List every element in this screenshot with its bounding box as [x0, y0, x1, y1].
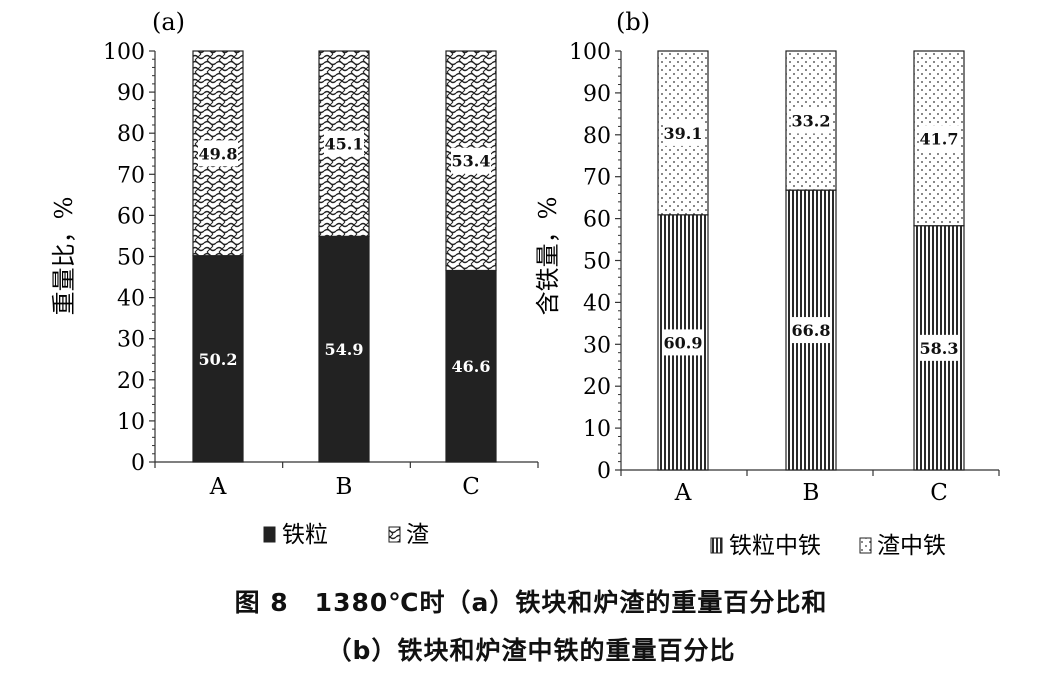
y-tick-label: 20: [583, 375, 611, 400]
y-tick-label: 100: [103, 40, 145, 65]
y-tick-label: 70: [117, 163, 145, 188]
data-label-box: [791, 107, 831, 134]
data-label-box: [663, 329, 703, 356]
data-label: 66.8: [792, 321, 831, 340]
y-tick-label: 60: [583, 208, 611, 233]
y-tick-label: 30: [583, 333, 611, 358]
data-label: 46.6: [452, 357, 491, 376]
y-tick-label: 50: [583, 250, 611, 275]
legend-label: 渣: [406, 522, 429, 548]
y-tick-label: 100: [569, 40, 611, 65]
data-label: 54.9: [325, 340, 364, 359]
y-tick-label: 70: [583, 166, 611, 191]
legend-swatch: [710, 537, 723, 554]
figure-caption-line-1: 图 8 1380℃时（a）铁块和炉渣的重量百分比和: [234, 588, 828, 617]
legend-swatch: [263, 526, 276, 543]
bar-C-铁粒: [445, 269, 497, 463]
panel-label: (a): [152, 8, 185, 36]
data-label-box: [919, 125, 959, 152]
data-label: 58.3: [920, 339, 959, 358]
y-axis-label: 重量比，%: [50, 197, 78, 316]
x-tick-label: A: [209, 474, 227, 500]
y-tick-label: 0: [131, 451, 145, 476]
legend-swatch: [859, 537, 872, 554]
y-tick-label: 80: [117, 122, 145, 147]
figure-caption-line-2: （b）铁块和炉渣中铁的重量百分比: [326, 636, 736, 665]
data-label: 50.2: [199, 350, 238, 369]
data-label: 60.9: [664, 333, 703, 352]
data-label: 33.2: [792, 112, 831, 131]
y-tick-label: 90: [583, 82, 611, 107]
panel-a: (a) 重量比，% 0 10 20 30 40 50 60 70 80 90 100 50.2 49.8 A 5…: [50, 8, 539, 548]
y-tick-label: 90: [117, 81, 145, 106]
data-label-box: [663, 119, 703, 146]
x-tick-label: B: [803, 480, 820, 506]
data-label-box: [791, 317, 831, 344]
legend-label: 渣中铁: [877, 533, 946, 559]
data-label: 49.8: [199, 144, 238, 163]
y-tick-label: 30: [117, 328, 145, 353]
y-tick-label: 20: [117, 369, 145, 394]
legend-label: 铁粒: [282, 522, 328, 548]
panel-label: (b): [616, 8, 650, 36]
x-tick-label: A: [674, 480, 692, 506]
data-label-box: [451, 147, 491, 174]
data-label: 41.7: [920, 129, 959, 148]
y-axis-label: 含铁量，%: [534, 197, 562, 316]
x-tick-label: C: [930, 480, 948, 506]
data-label: 45.1: [325, 135, 364, 154]
y-tick-label: 40: [583, 291, 611, 316]
y-tick-label: 80: [583, 124, 611, 149]
data-label-box: [198, 140, 238, 167]
data-label: 39.1: [664, 124, 703, 143]
panel-b: (b) 含铁量，% 0 10 20 30 40 50 60 70 80 90 100 60.9 39.1 A 6…: [534, 8, 1000, 559]
y-tick-label: 60: [117, 204, 145, 229]
x-tick-label: B: [336, 474, 353, 500]
legend-swatch: [388, 526, 401, 543]
y-tick-label: 10: [583, 417, 611, 442]
data-label-box: [919, 334, 959, 361]
legend-label: 铁粒中铁: [729, 533, 821, 559]
y-tick-label: 40: [117, 287, 145, 312]
x-tick-label: C: [462, 474, 480, 500]
data-label-box: [324, 130, 364, 157]
y-tick-label: 50: [117, 246, 145, 271]
data-label: 53.4: [452, 152, 491, 171]
y-tick-label: 10: [117, 410, 145, 435]
bar-B-铁粒: [318, 235, 370, 463]
bar-A-铁粒: [192, 255, 244, 463]
y-tick-label: 0: [597, 459, 611, 484]
